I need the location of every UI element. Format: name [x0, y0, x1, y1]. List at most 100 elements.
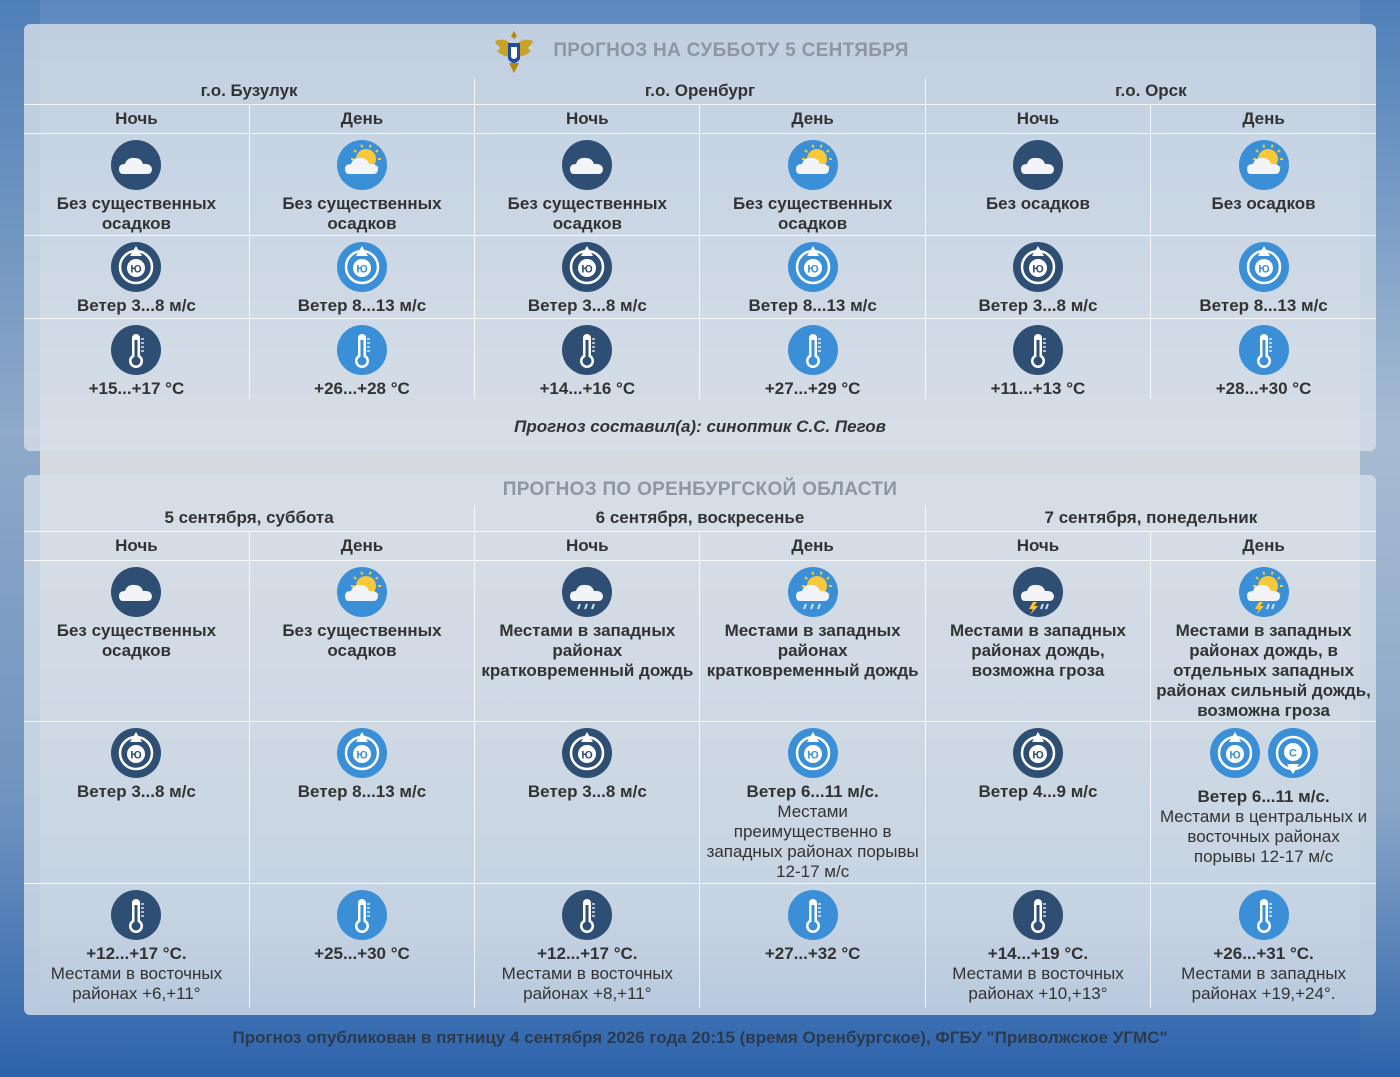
cloudy-night-icon [111, 140, 162, 190]
thermometer-icon [336, 890, 387, 940]
temperature-range: +28...+30 °С [1215, 379, 1312, 398]
temperature-cell: +27...+32 °С [699, 883, 926, 1008]
weather-cell: Местами в западных районах дождь, возмож… [924, 560, 1151, 722]
wind-note: Местами в центральных и восточных района… [1159, 807, 1368, 866]
group-header: 7 сентября, понедельник [924, 505, 1376, 532]
wind-direction-icon: Ю [787, 242, 838, 292]
cloudy-night-icon [111, 567, 162, 617]
period-header: Ночь [474, 531, 700, 561]
wind-speed: Ветер 3...8 м/с [527, 296, 647, 315]
temperature-range: +27...+29 °С [764, 379, 861, 398]
temperature-range: +14...+19 °С. [987, 944, 1089, 963]
weather-description: Без существенных осадков [282, 194, 442, 233]
wind-cell: Ю Ветер 3...8 м/с [474, 235, 700, 319]
thermometer-icon [787, 325, 838, 375]
temperature-cell: +15...+17 °С [24, 319, 249, 400]
weather-cell: Без осадков [1150, 133, 1376, 236]
weather-cell: Без осадков [924, 133, 1151, 236]
weather-description: Без осадков [985, 194, 1090, 213]
group-header: 6 сентября, воскресенье [474, 505, 926, 532]
wind-speed: Ветер 8...13 м/с [748, 296, 877, 315]
wind-speed: Ветер 3...8 м/с [527, 782, 647, 801]
svg-text:Ю: Ю [582, 264, 593, 276]
wind-cell: Ю Ветер 8...13 м/с [699, 235, 926, 319]
temperature-cell: +26...+28 °С [248, 318, 475, 399]
wind-direction-icon: Ю [111, 242, 162, 292]
wind-speed: Ветер 8...13 м/с [297, 782, 427, 801]
wind-cell: Ю Ветер 3...8 м/с [474, 721, 700, 884]
period-header: День [1150, 104, 1376, 134]
period-header: День [699, 104, 926, 134]
thermometer-icon [562, 890, 613, 940]
cloudy-night-icon [562, 140, 613, 190]
weather-description: Без существенных осадков [732, 194, 893, 233]
temperature-cell: +11...+13 °С [924, 318, 1151, 399]
temperature-range: +12...+17 °С. [537, 944, 638, 963]
svg-text:Ю: Ю [356, 264, 367, 276]
temperature-cell: +14...+19 °С. Местами в восточных районах… [924, 883, 1151, 1008]
publication-footer: Прогноз опубликован в пятницу 4 сентября… [232, 1028, 1168, 1047]
city-forecast-panel: ПРОГНОЗ НА СУББОТУ 5 СЕНТЯБРЯ г.о. Бузул… [24, 24, 1376, 451]
wind-direction-icon: Ю [111, 728, 162, 778]
rain-night-icon [562, 567, 613, 617]
wind-speed: Ветер 4...9 м/с [978, 782, 1098, 801]
thermometer-icon [111, 890, 162, 940]
weather-description: Без существенных осадков [507, 194, 667, 233]
wind-speed: Ветер 6...11 м/с. [1197, 787, 1330, 806]
panel-title: ПРОГНОЗ ПО ОРЕНБУРГСКОЙ ОБЛАСТИ [24, 475, 1376, 505]
wind-cell: Ю Ветер 3...8 м/с [24, 235, 250, 319]
weather-description: Без осадков [1211, 194, 1316, 213]
wind-note: Местами преимущественно в западных район… [706, 802, 919, 881]
temperature-range: +14...+16 °С [539, 379, 636, 398]
temperature-note: Местами в восточных районах +8,+11° [501, 964, 674, 1003]
svg-text:Ю: Ю [1229, 750, 1240, 762]
thermometer-icon [336, 325, 387, 375]
temperature-cell: +26...+31 °С. Местами в западных районах … [1150, 883, 1376, 1008]
wind-speed: Ветер 8...13 м/с [1199, 296, 1328, 315]
sun-cloud-icon [787, 140, 838, 190]
group-header: г.о. Оренбург [474, 78, 926, 105]
wind-direction-icon: Ю [562, 242, 613, 292]
period-header: Ночь [474, 104, 700, 134]
forecaster-credit: Прогноз составил(а): синоптик С.С. Пегов [514, 417, 886, 436]
sun-rain-icon [787, 567, 838, 617]
wind-direction-icon: Ю [1209, 728, 1260, 778]
sun-cloud-icon [1238, 140, 1289, 190]
temperature-cell: +28...+30 °С [1150, 318, 1376, 399]
temperature-cell: +12...+17 °С. Местами в восточных районах… [24, 884, 249, 1009]
wind-speed: Ветер 3...8 м/с [76, 296, 196, 315]
temperature-range: +25...+30 °С [314, 944, 410, 963]
weather-description: Без существенных осадков [56, 621, 217, 660]
thermometer-icon [787, 890, 838, 940]
group-header: 5 сентября, суббота [24, 505, 475, 532]
svg-text:Ю: Ю [356, 750, 367, 762]
svg-text:Ю: Ю [1032, 264, 1043, 276]
weather-cell: Местами в западных районах кратковременн… [474, 560, 700, 722]
sun-cloud-icon [336, 567, 387, 617]
weather-cell: Без существенных осадков [474, 133, 700, 236]
wind-direction-icon: Ю [1238, 242, 1289, 292]
wind-direction-icon: Ю [562, 728, 613, 778]
weather-cell: Местами в западных районах кратковременн… [699, 560, 926, 722]
temperature-note: Местами в восточных районах +6,+11° [50, 964, 223, 1003]
weather-description: Местами в западных районах кратковременн… [481, 621, 694, 680]
panel-title-text: ПРОГНОЗ ПО ОРЕНБУРГСКОЙ ОБЛАСТИ [502, 479, 898, 500]
wind-speed: Ветер 3...8 м/с [76, 782, 196, 801]
weather-cell: Без существенных осадков [248, 133, 475, 236]
svg-text:С: С [1289, 748, 1297, 760]
temperature-cell: +14...+16 °С [474, 318, 700, 399]
svg-text:Ю: Ю [131, 750, 142, 762]
wind-cell: Ю Ветер 3...8 м/с [24, 721, 250, 884]
panel-title-text: ПРОГНОЗ НА СУББОТУ 5 СЕНТЯБРЯ [553, 40, 909, 61]
panel-title: ПРОГНОЗ НА СУББОТУ 5 СЕНТЯБРЯ [24, 24, 1376, 78]
eagle-emblem-icon [495, 31, 534, 73]
thermometer-icon [1238, 890, 1289, 940]
weather-cell: Без существенных осадков [248, 560, 475, 722]
thermometer-icon [111, 325, 162, 375]
city-forecast-table: г.о. Бузулук г.о. Оренбург г.о. Орск Ноч… [24, 78, 1376, 399]
wind-cell: Ю С Ветер 6...11 м/с. Местами в центральных… [1150, 721, 1376, 884]
weather-description: Без существенных осадков [282, 621, 442, 660]
temperature-cell: +27...+29 °С [699, 318, 926, 399]
weather-description: Местами в западных районах дождь, возмож… [949, 621, 1126, 680]
wind-speed: Ветер 8...13 м/с [297, 296, 427, 315]
